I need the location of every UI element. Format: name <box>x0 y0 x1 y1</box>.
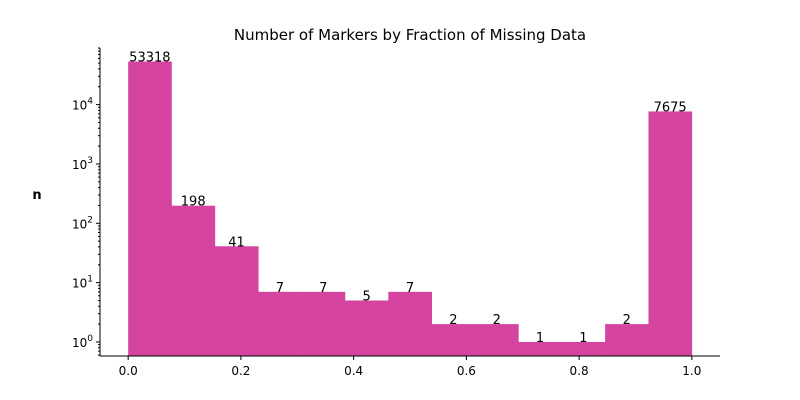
histogram-bar-10 <box>561 341 606 356</box>
bar-value-label-11: 2 <box>623 313 631 328</box>
x-tick-label-4: 0.8 <box>570 364 589 378</box>
bar-value-label-12: 7675 <box>654 100 687 115</box>
x-tick-label-1: 0.2 <box>231 364 250 378</box>
histogram-bar-3 <box>258 291 302 356</box>
histogram-bar-6 <box>388 291 432 356</box>
histogram-bar-4 <box>301 291 346 356</box>
histogram-bar-7 <box>431 324 476 356</box>
histogram-bar-1 <box>171 205 216 356</box>
x-tick-label-2: 0.4 <box>344 364 363 378</box>
bar-value-label-7: 2 <box>449 313 457 328</box>
y-tick-label-4: 104 <box>72 97 93 113</box>
x-tick-label-0: 0.0 <box>119 364 138 378</box>
bar-value-label-2: 41 <box>228 235 245 250</box>
bar-value-label-0: 53318 <box>129 50 170 65</box>
histogram-bar-9 <box>518 341 563 356</box>
histogram-bar-11 <box>605 324 649 356</box>
data-labels-group: 53318 198 41 7 7 5 7 2 2 1 1 2 7675 <box>129 50 687 345</box>
axes-frame <box>99 48 720 357</box>
bar-value-label-4: 7 <box>319 281 327 296</box>
bar-value-label-6: 7 <box>406 281 414 296</box>
histogram-bar-5 <box>344 300 389 356</box>
chart-title: Number of Markers by Fraction of Missing… <box>234 26 586 44</box>
bar-value-label-8: 2 <box>493 313 501 328</box>
y-tick-label-2: 102 <box>72 215 93 231</box>
histogram-bar-0 <box>128 61 172 356</box>
histogram-bar-8 <box>475 324 519 356</box>
x-tick-label-3: 0.6 <box>457 364 476 378</box>
y-tick-label-0: 100 <box>72 334 93 350</box>
x-tick-label-5: 1.0 <box>682 364 701 378</box>
y-tick-label-3: 103 <box>72 156 93 172</box>
histogram-bar-2 <box>214 246 259 356</box>
bar-value-label-10: 1 <box>579 331 587 346</box>
bar-value-label-5: 5 <box>362 289 370 304</box>
y-axis-ticks: 100 101 102 103 104 <box>72 47 100 356</box>
y-tick-label-1: 101 <box>72 275 93 291</box>
bar-value-label-1: 198 <box>181 195 206 210</box>
y-axis-label: n <box>32 188 41 203</box>
bar-value-label-3: 7 <box>276 281 284 296</box>
bars-group <box>128 61 693 356</box>
bar-value-label-9: 1 <box>536 331 544 346</box>
x-axis-ticks: 0.0 0.2 0.4 0.6 0.8 1.0 <box>119 356 701 378</box>
histogram-bar-12 <box>648 111 693 356</box>
